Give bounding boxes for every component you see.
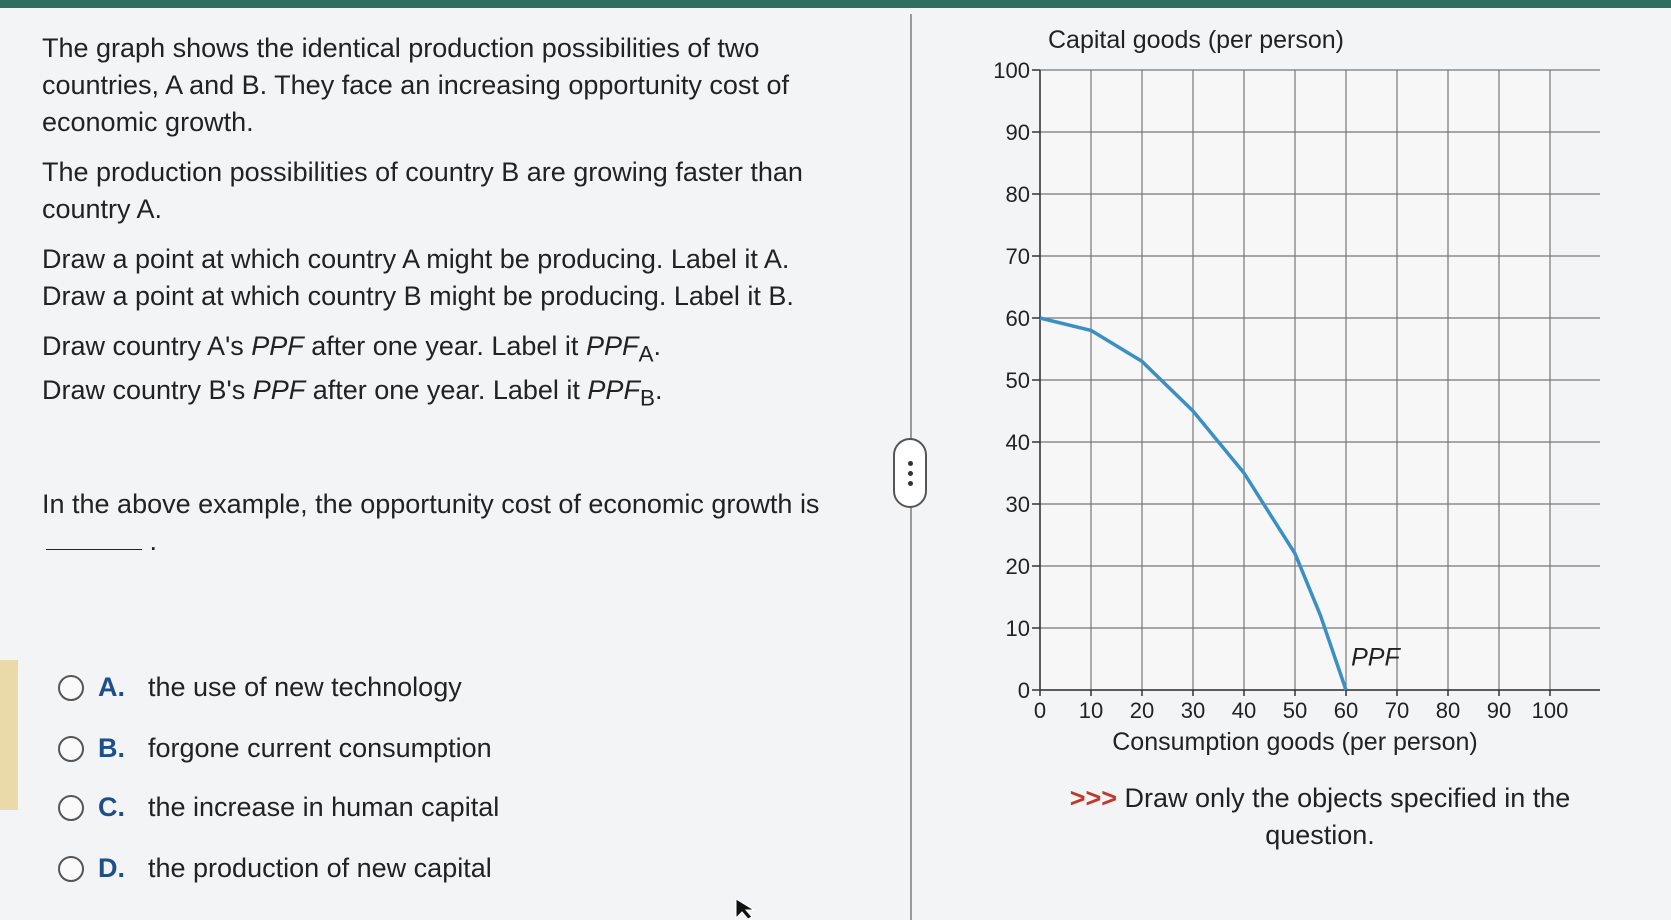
x-tick-label: 20 (1130, 698, 1154, 723)
y-tick-label: 30 (1006, 492, 1030, 517)
option-c-text: the increase in human capital (148, 792, 500, 822)
ppf-b-subscript: B (639, 385, 655, 411)
x-tick-label: 60 (1334, 698, 1358, 723)
question-panel: The graph shows the identical production… (42, 30, 842, 573)
question-intro: The graph shows the identical production… (42, 33, 789, 137)
x-tick-label: 30 (1181, 698, 1205, 723)
ppf-a-label: PPF (585, 331, 639, 361)
instruction-point-b: Draw a point at which country B might be… (42, 281, 794, 311)
option-c[interactable]: C. the increase in human capital (58, 792, 499, 823)
y-tick-label: 90 (1006, 120, 1030, 145)
y-tick-label: 80 (1006, 182, 1030, 207)
instruction-point-a: Draw a point at which country A might be… (42, 244, 790, 274)
y-tick-label: 10 (1006, 616, 1030, 641)
handle-dot (907, 460, 913, 466)
ppf-curve (1039, 316, 1348, 691)
y-tick-label: 40 (1006, 430, 1030, 455)
option-b[interactable]: B. forgone current consumption (58, 733, 492, 764)
option-a-letter: A. (98, 672, 125, 702)
x-tick-label: 80 (1436, 698, 1460, 723)
option-d[interactable]: D. the production of new capital (58, 853, 492, 884)
y-tick-label: 100 (993, 58, 1030, 83)
x-tick-label: 10 (1079, 698, 1103, 723)
radio-a[interactable] (58, 674, 84, 701)
y-tick-label: 20 (1006, 554, 1030, 579)
ppf-b-term: PPF (252, 375, 306, 406)
y-tick-label: 70 (1006, 244, 1030, 269)
mouse-cursor-icon (735, 898, 756, 920)
selection-highlight (0, 660, 18, 810)
radio-d[interactable] (58, 855, 84, 882)
x-tick-label: 0 (1034, 698, 1046, 723)
option-c-letter: C. (98, 792, 125, 822)
x-tick-label: 50 (1283, 698, 1307, 723)
radio-b[interactable] (58, 735, 84, 762)
x-tick-label: 70 (1385, 698, 1409, 723)
ppf-a-term: PPF (251, 331, 304, 361)
ppf-a-text: Draw country A's (42, 331, 252, 361)
handle-dot (907, 470, 913, 476)
x-tick-label: 90 (1487, 698, 1511, 723)
option-d-text: the production of new capital (148, 853, 492, 883)
instruction-arrows: >>> (1069, 783, 1118, 813)
fill-blank-question: In the above example, the opportunity co… (42, 488, 820, 556)
ppf-a-subscript: A (638, 341, 654, 367)
ppf-b-text-mid: after one year. Label it (305, 375, 588, 406)
x-tick-label: 100 (1532, 698, 1569, 723)
option-a[interactable]: A. the use of new technology (58, 672, 462, 703)
fill-blank-text: In the above example, the opportunity co… (42, 488, 820, 519)
y-tick-label: 0 (1018, 678, 1030, 703)
ppf-graph[interactable]: 0 10 20 30 40 50 60 70 80 90 100 0 10 20 30 40 50 60 70 80 9… (940, 10, 1660, 770)
drawing-instruction: >>> Draw only the objects specified in t… (1020, 780, 1620, 854)
panel-resize-handle[interactable] (893, 438, 927, 508)
x-tick-label: 40 (1232, 698, 1256, 723)
option-b-letter: B. (98, 733, 125, 763)
radio-c[interactable] (58, 794, 84, 821)
handle-dot (907, 480, 913, 486)
ppf-b-label: PPF (587, 375, 640, 406)
instruction-ppf-a: Draw country A's PPF after one year. Lab… (42, 331, 661, 367)
ppf-b-text: Draw country B's (42, 375, 253, 406)
instruction-ppf-b: Draw country B's PPF after one year. Lab… (42, 375, 663, 411)
question-growth: The production possibilities of country … (42, 157, 803, 224)
top-bar (0, 0, 1671, 8)
x-axis-title: Consumption goods (per person) (1112, 728, 1477, 756)
option-b-text: forgone current consumption (148, 733, 492, 763)
option-a-text: the use of new technology (148, 672, 462, 702)
instruction-text: Draw only the objects specified in the q… (1117, 783, 1571, 850)
y-axis-title: Capital goods (per person) (1048, 26, 1344, 54)
option-d-letter: D. (98, 853, 125, 883)
answer-blank (46, 525, 142, 550)
ppf-a-text-mid: after one year. Label it (303, 331, 586, 361)
y-tick-label: 60 (1006, 306, 1030, 331)
y-tick-label: 50 (1006, 368, 1030, 393)
ppf-label: PPF (1351, 643, 1401, 671)
